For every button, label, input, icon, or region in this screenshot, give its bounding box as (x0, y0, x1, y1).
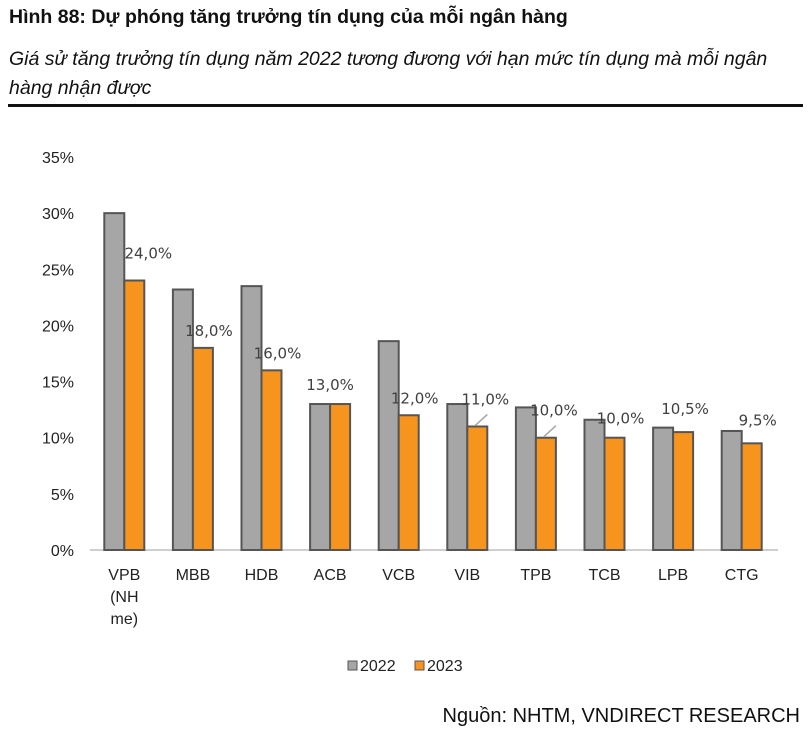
x-tick-label: HDB (245, 567, 279, 584)
bar-2023-MBB (191, 346, 214, 551)
bar-2022-CTG (720, 429, 743, 551)
y-tick-label: 10% (42, 431, 74, 448)
bar-2023-VCB (397, 414, 420, 551)
bar-2023-LPB (672, 431, 695, 552)
y-tick-label: 5% (51, 487, 74, 504)
data-label: 16,0% (254, 344, 302, 362)
bar-2022-VCB (377, 340, 400, 551)
bar-2022-VPB (103, 212, 126, 551)
data-label: 11,0% (461, 390, 509, 408)
data-label: 24,0% (124, 245, 172, 263)
bar-2022-TPB (514, 406, 537, 552)
y-tick-label: 15% (42, 375, 74, 392)
data-label: 18,0% (185, 322, 233, 340)
y-tick-label: 30% (42, 206, 74, 223)
x-tick-label: CTG (725, 567, 759, 584)
title-divider (8, 104, 803, 107)
leader-line (474, 413, 488, 427)
bar-2023-HDB (260, 369, 283, 552)
x-tick-label: VPB (108, 567, 140, 584)
y-tick-label: 20% (42, 318, 74, 335)
bar-2023-TPB (534, 436, 557, 552)
data-label: 9,5% (739, 411, 777, 429)
bar-2023-ACB (329, 403, 352, 551)
legend-label: 2022 (360, 658, 396, 675)
legend-swatch-2023 (414, 660, 425, 671)
y-tick-label: 0% (51, 543, 74, 560)
chart-title: Hình 88: Dự phóng tăng trưởng tín dụng c… (9, 6, 568, 28)
y-tick-label: 35% (42, 150, 74, 167)
bar-2023-TCB (603, 436, 626, 552)
bar-2022-HDB (240, 285, 263, 551)
legend-swatch-2022 (347, 660, 358, 671)
data-label: 10,0% (530, 402, 578, 420)
bar-2022-ACB (309, 403, 332, 551)
bar-2022-LPB (652, 426, 675, 552)
bar-2022-TCB (583, 418, 606, 551)
chart-subtitle: Giá sử tăng trưởng tín dụng năm 2022 tươ… (9, 48, 768, 99)
bar-2023-VPB (123, 279, 146, 551)
data-label: 10,5% (661, 400, 709, 418)
bar-2023-VIB (466, 425, 489, 551)
x-tick-label: VIB (454, 567, 480, 584)
x-tick-label: TCB (589, 567, 621, 584)
source-note: Nguồn: NHTM, VNDIRECT RESEARCH (442, 705, 800, 727)
data-label: 10,0% (597, 410, 645, 428)
data-label: 12,0% (391, 389, 439, 407)
x-tick-label: LPB (658, 567, 688, 584)
x-tick-label: VCB (382, 567, 415, 584)
legend-label: 2023 (427, 658, 463, 675)
x-tick-label: MBB (176, 567, 211, 584)
leader-line (543, 425, 557, 438)
data-label: 13,0% (306, 376, 354, 394)
y-tick-label: 25% (42, 262, 74, 279)
x-tick-label: me) (111, 611, 139, 628)
x-tick-label: TPB (520, 567, 551, 584)
x-tick-label: ACB (314, 567, 347, 584)
x-tick-label: (NH (110, 589, 138, 606)
bar-2023-CTG (740, 442, 763, 552)
bar-2022-VIB (446, 403, 469, 551)
